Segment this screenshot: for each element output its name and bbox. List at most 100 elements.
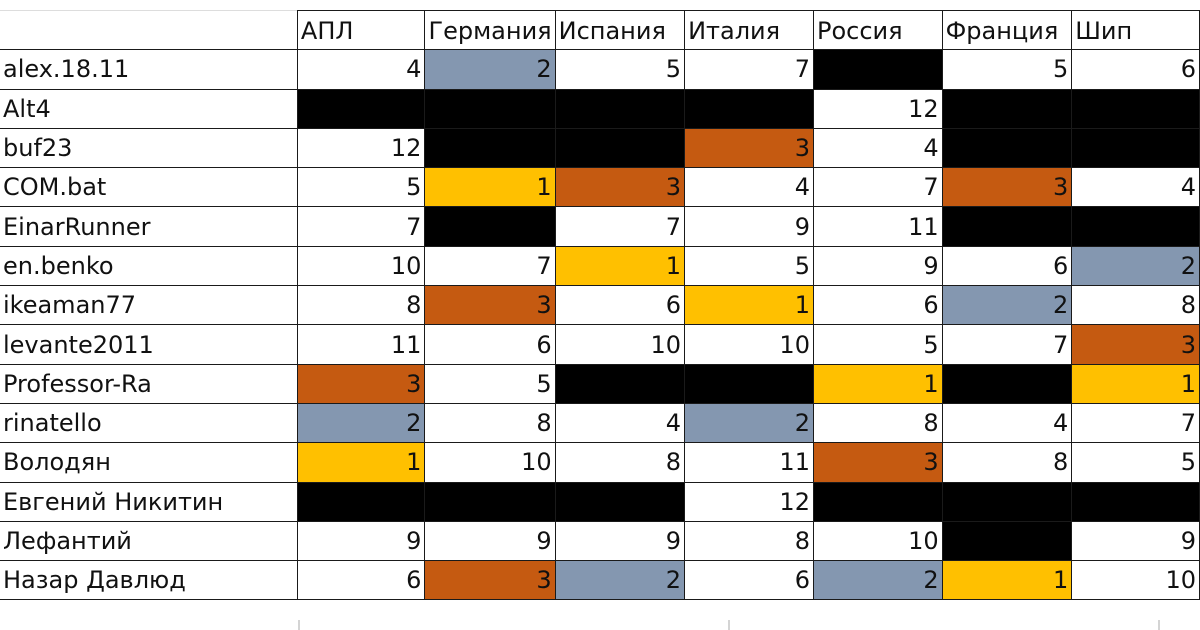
score-cell[interactable]: 2	[424, 49, 556, 90]
score-cell[interactable]: 5	[941, 49, 1073, 90]
score-cell[interactable]: 6	[296, 560, 426, 601]
player-name-cell[interactable]: Назар Давлюд	[0, 560, 298, 601]
score-cell[interactable]	[554, 481, 686, 522]
score-cell[interactable]: 10	[684, 324, 814, 365]
score-cell[interactable]: 11	[684, 442, 814, 483]
score-cell[interactable]: 4	[296, 49, 426, 90]
score-cell[interactable]: 11	[812, 206, 943, 247]
score-cell[interactable]: 6	[1071, 49, 1200, 90]
score-cell[interactable]	[1071, 127, 1200, 169]
score-cell[interactable]: 9	[424, 520, 556, 562]
player-name-cell[interactable]: Лефантий	[0, 520, 298, 562]
score-cell[interactable]: 5	[554, 49, 686, 90]
score-cell[interactable]: 3	[424, 560, 556, 601]
score-cell[interactable]: 3	[684, 127, 814, 169]
score-cell[interactable]: 8	[554, 442, 686, 483]
score-cell[interactable]: 3	[554, 167, 686, 208]
score-cell[interactable]: 10	[296, 245, 426, 287]
score-cell[interactable]: 6	[684, 560, 814, 601]
score-cell[interactable]	[941, 520, 1073, 562]
score-cell[interactable]: 2	[1071, 245, 1200, 287]
score-cell[interactable]: 8	[941, 442, 1073, 483]
score-cell[interactable]	[941, 88, 1073, 129]
score-cell[interactable]: 9	[554, 520, 686, 562]
score-cell[interactable]: 10	[1071, 560, 1200, 601]
score-cell[interactable]	[1071, 481, 1200, 522]
score-cell[interactable]: 12	[684, 481, 814, 522]
score-cell[interactable]: 2	[554, 560, 686, 601]
score-cell[interactable]: 8	[424, 402, 556, 444]
score-cell[interactable]	[554, 88, 686, 129]
score-cell[interactable]: 5	[424, 363, 556, 404]
score-cell[interactable]: 7	[684, 49, 814, 90]
score-cell[interactable]: 5	[812, 324, 943, 365]
player-name-cell[interactable]: ikeaman77	[0, 285, 298, 326]
score-cell[interactable]: 2	[296, 402, 426, 444]
score-cell[interactable]: 8	[296, 285, 426, 326]
score-cell[interactable]: 7	[424, 245, 556, 287]
score-cell[interactable]: 7	[1071, 402, 1200, 444]
score-cell[interactable]: 1	[424, 167, 556, 208]
score-cell[interactable]: 4	[554, 402, 686, 444]
score-cell[interactable]: 9	[684, 206, 814, 247]
score-cell[interactable]: 9	[812, 245, 943, 287]
score-cell[interactable]: 7	[941, 324, 1073, 365]
player-name-cell[interactable]: alex.18.11	[0, 49, 298, 90]
score-cell[interactable]	[296, 481, 426, 522]
column-header-germany[interactable]: Германия	[424, 9, 556, 51]
score-cell[interactable]	[1071, 88, 1200, 129]
score-cell[interactable]: 2	[684, 402, 814, 444]
player-name-cell[interactable]: levante2011	[0, 324, 298, 365]
score-cell[interactable]: 10	[554, 324, 686, 365]
score-cell[interactable]	[812, 49, 943, 90]
score-cell[interactable]: 1	[684, 285, 814, 326]
score-cell[interactable]: 1	[296, 442, 426, 483]
score-cell[interactable]: 1	[812, 363, 943, 404]
score-cell[interactable]: 10	[424, 442, 556, 483]
player-name-cell[interactable]: Евгений Никитин	[0, 481, 298, 522]
score-cell[interactable]: 1	[941, 560, 1073, 601]
score-cell[interactable]: 3	[941, 167, 1073, 208]
score-cell[interactable]	[812, 481, 943, 522]
column-header-spain[interactable]: Испания	[554, 9, 686, 51]
score-cell[interactable]: 3	[812, 442, 943, 483]
score-cell[interactable]: 6	[812, 285, 943, 326]
score-cell[interactable]: 4	[941, 402, 1073, 444]
score-cell[interactable]	[554, 363, 686, 404]
score-cell[interactable]: 1	[554, 245, 686, 287]
score-cell[interactable]	[684, 88, 814, 129]
column-header-russia[interactable]: Россия	[812, 9, 943, 51]
score-cell[interactable]: 4	[812, 127, 943, 169]
column-header-ship[interactable]: Шип	[1071, 9, 1200, 51]
score-cell[interactable]	[684, 363, 814, 404]
score-cell[interactable]: 5	[296, 167, 426, 208]
score-cell[interactable]	[941, 363, 1073, 404]
score-cell[interactable]: 8	[1071, 285, 1200, 326]
score-cell[interactable]	[424, 88, 556, 129]
column-header-italy[interactable]: Италия	[684, 9, 814, 51]
score-cell[interactable]: 3	[296, 363, 426, 404]
score-cell[interactable]: 2	[812, 560, 943, 601]
score-cell[interactable]: 11	[296, 324, 426, 365]
player-name-cell[interactable]: COM.bat	[0, 167, 298, 208]
score-cell[interactable]	[941, 481, 1073, 522]
column-header-apl[interactable]: АПЛ	[296, 9, 426, 51]
player-name-cell[interactable]: Alt4	[0, 88, 298, 129]
score-cell[interactable]: 4	[684, 167, 814, 208]
score-cell[interactable]: 3	[1071, 324, 1200, 365]
score-cell[interactable]: 9	[1071, 520, 1200, 562]
score-cell[interactable]: 5	[1071, 442, 1200, 483]
score-cell[interactable]: 4	[1071, 167, 1200, 208]
score-cell[interactable]: 2	[941, 285, 1073, 326]
score-cell[interactable]: 5	[684, 245, 814, 287]
player-name-cell[interactable]: EinarRunner	[0, 206, 298, 247]
score-cell[interactable]: 7	[812, 167, 943, 208]
score-cell[interactable]: 9	[296, 520, 426, 562]
score-cell[interactable]: 7	[554, 206, 686, 247]
column-header-france[interactable]: Франция	[941, 9, 1073, 51]
score-cell[interactable]: 8	[684, 520, 814, 562]
score-cell[interactable]	[554, 127, 686, 169]
score-cell[interactable]: 6	[424, 324, 556, 365]
score-cell[interactable]: 7	[296, 206, 426, 247]
score-cell[interactable]: 12	[296, 127, 426, 169]
